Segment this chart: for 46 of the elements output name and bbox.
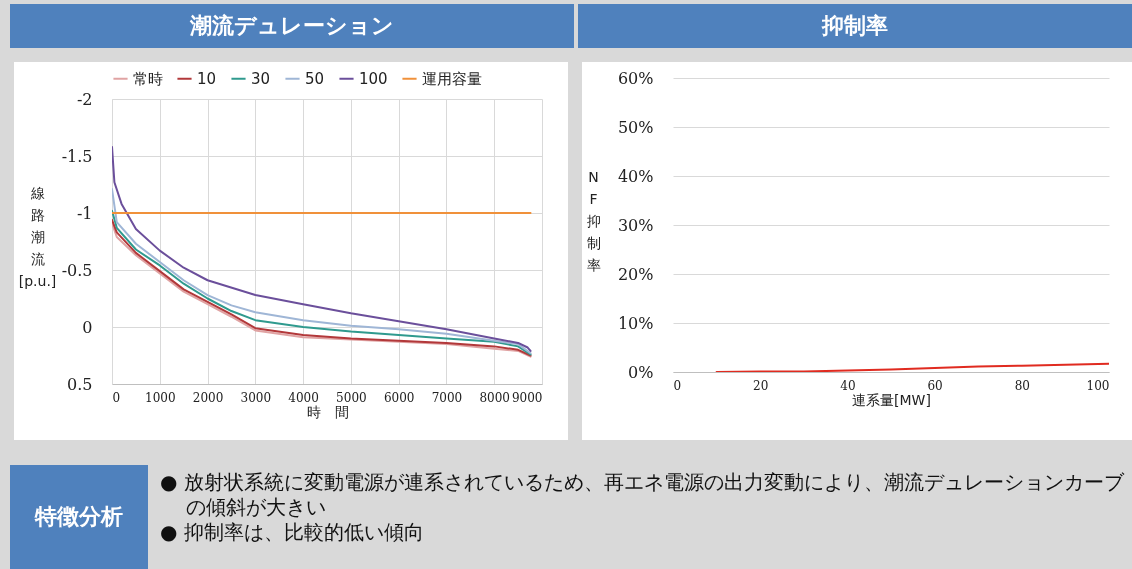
x-tick-label: 100 <box>1086 378 1110 393</box>
y-axis-title: 線路潮流[p.u.] <box>18 185 57 289</box>
y-tick-label: 50% <box>617 117 654 137</box>
text: ● 放射状系統に変動電源が連系されているため、再エネ電源の出力変動により、潮流デュレーションカーブの傾斜が大きい <box>160 470 1125 520</box>
legend-label: 10 <box>197 69 217 88</box>
y-tick-label: -1.5 <box>61 146 93 166</box>
chart-title: 抑制率 <box>578 4 1132 48</box>
line-series <box>112 145 532 352</box>
x-tick-label: 7000 <box>431 390 463 405</box>
x-tick-label: 20 <box>753 378 769 393</box>
y-tick-label: -0.5 <box>61 260 93 280</box>
y-tick-label: 10% <box>617 313 654 333</box>
x-axis-title: 時 間 <box>306 403 349 420</box>
x-axis-title: 連系量[MW] <box>852 391 931 408</box>
y-tick-label: 0 <box>82 317 93 337</box>
y-axis-title: NF抑制率 <box>586 168 601 273</box>
x-tick-label: 9000 <box>511 390 543 405</box>
text: ● 抑制率は、比較的低い傾向 <box>160 520 425 545</box>
y-tick-label: 20% <box>617 264 654 284</box>
y-tick-label: 60% <box>617 68 654 88</box>
y-tick-label: -2 <box>76 89 93 109</box>
text: 特徴分析 <box>10 465 148 569</box>
x-tick-label: 2000 <box>192 390 224 405</box>
legend-label: 30 <box>251 69 271 88</box>
y-tick-label: -1 <box>76 203 93 223</box>
x-tick-label: 60 <box>927 378 943 393</box>
chart-title: 潮流デュレーション <box>10 4 574 48</box>
x-tick-label: 3000 <box>240 390 272 405</box>
y-tick-label: 0.5 <box>67 374 93 394</box>
y-tick-label: 30% <box>617 215 654 235</box>
x-tick-label: 8000 <box>479 390 510 405</box>
x-tick-label: 6000 <box>383 390 415 405</box>
legend-label: 100 <box>359 69 388 88</box>
legend-label: 運用容量 <box>422 69 482 88</box>
x-tick-label: 1000 <box>145 390 176 405</box>
x-tick-label: 5000 <box>336 390 367 405</box>
line-series <box>715 362 1109 372</box>
legend-label: 50 <box>305 69 325 88</box>
x-tick-label: 80 <box>1014 378 1030 393</box>
x-tick-label: 40 <box>840 378 856 393</box>
x-tick-label: 0 <box>112 390 121 405</box>
y-tick-label: 40% <box>617 166 654 186</box>
y-tick-label: 0% <box>628 362 654 382</box>
x-tick-label: 0 <box>673 378 682 393</box>
x-tick-label: 4000 <box>288 390 319 405</box>
legend-label: 常時 <box>133 69 163 88</box>
